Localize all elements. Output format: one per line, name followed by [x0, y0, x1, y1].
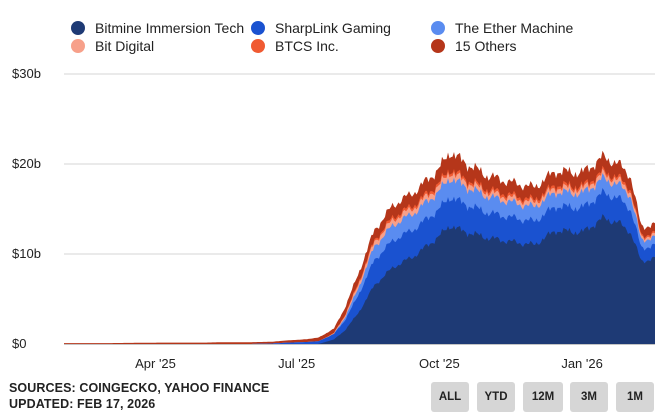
x-tick-label: Jul '25	[278, 356, 315, 371]
y-tick-label: $10b	[12, 246, 41, 261]
axes: $0 $10b $20b $30b Apr '25 Jul '25 Oct '25 Jan '…	[12, 66, 603, 371]
y-tick-label: $20b	[12, 156, 41, 171]
chart-footer: SOURCES: COINGECKO, YAHOO FINANCE UPDATE…	[9, 380, 269, 412]
stacked-areas	[64, 150, 655, 344]
legend-swatch	[431, 39, 445, 53]
range-12m-button[interactable]: 12M	[523, 382, 563, 412]
x-tick-label: Apr '25	[135, 356, 176, 371]
range-selector: ALL YTD 12M 3M 1M	[0, 382, 663, 412]
x-tick-label: Oct '25	[419, 356, 460, 371]
legend-label[interactable]: The Ether Machine	[455, 20, 573, 36]
range-3m-button[interactable]: 3M	[570, 382, 608, 412]
range-all-button[interactable]: ALL	[431, 382, 469, 412]
legend: Bitmine Immersion Tech SharpLink Gaming Th…	[71, 20, 573, 54]
range-ytd-button[interactable]: YTD	[477, 382, 515, 412]
legend-label[interactable]: SharpLink Gaming	[275, 20, 391, 36]
area-bitmine-immersion-tech	[64, 214, 655, 344]
legend-label[interactable]: 15 Others	[455, 38, 516, 54]
legend-label[interactable]: Bit Digital	[95, 38, 154, 54]
y-tick-label: $0	[12, 336, 26, 351]
legend-label[interactable]: Bitmine Immersion Tech	[95, 20, 244, 36]
legend-swatch	[71, 39, 85, 53]
legend-swatch	[251, 21, 265, 35]
sources-note: SOURCES: COINGECKO, YAHOO FINANCE	[9, 381, 270, 395]
range-1m-button[interactable]: 1M	[616, 382, 654, 412]
x-tick-label: Jan '26	[561, 356, 603, 371]
legend-swatch	[71, 21, 85, 35]
legend-label[interactable]: BTCS Inc.	[275, 38, 339, 54]
legend-swatch	[251, 39, 265, 53]
y-tick-label: $30b	[12, 66, 41, 81]
legend-swatch	[431, 21, 445, 35]
updated-note: UPDATED: FEB 17, 2026	[9, 397, 156, 411]
